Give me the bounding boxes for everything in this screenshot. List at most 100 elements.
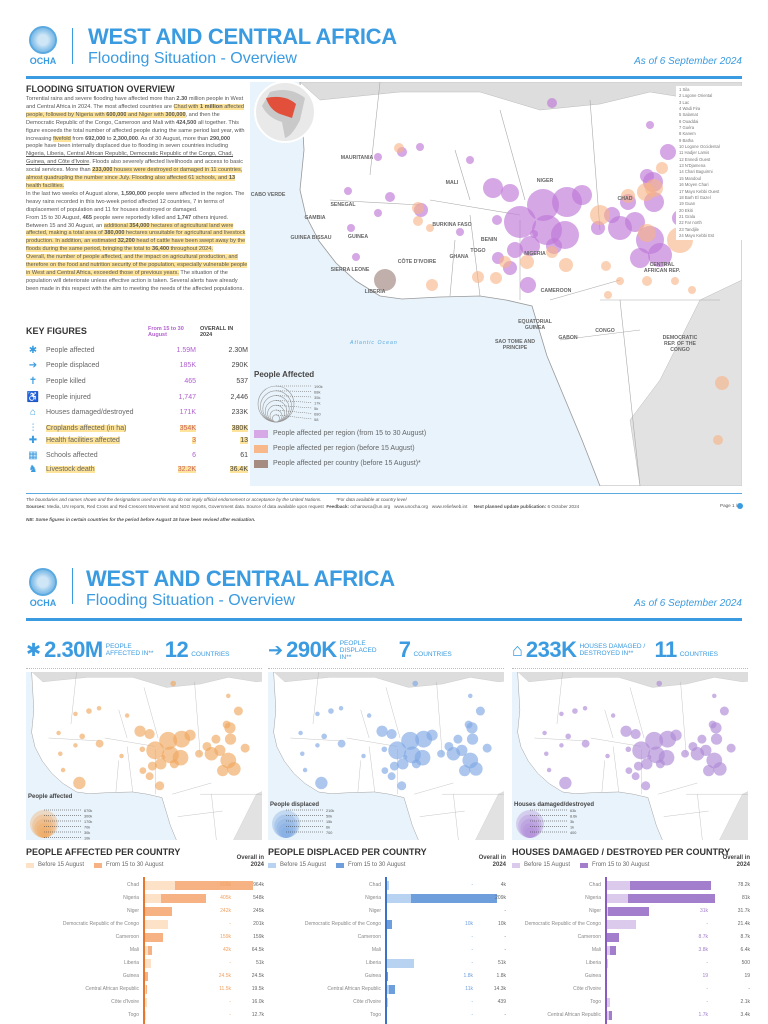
feedback-email[interactable]: ocharowca@un.org <box>350 504 391 509</box>
bar-value-label: - <box>706 921 708 927</box>
data-bubble <box>633 761 643 771</box>
data-bubble <box>655 759 665 769</box>
bar-from <box>610 946 616 955</box>
overview-segment: 36,400 <box>151 246 170 253</box>
overview-paragraph: In the last two weeks of August alone, 1… <box>26 191 248 215</box>
data-bubble <box>139 767 147 774</box>
people-affected-icon: ✱ <box>26 639 42 660</box>
bar-before <box>387 894 412 903</box>
size-legend-circle <box>267 404 285 423</box>
data-bubble <box>466 156 474 164</box>
cropland-icon: ⫶ <box>31 422 35 434</box>
border-line <box>612 746 619 792</box>
category-label: Central African Republic <box>327 986 381 992</box>
data-bubble <box>374 269 396 291</box>
ocean-label: Atlantic Ocean <box>350 340 398 346</box>
legend-swatch <box>336 862 345 868</box>
bar-before <box>145 920 168 929</box>
region-index-item: 18 Barh El Gazel <box>679 194 711 200</box>
outside-area <box>629 279 742 486</box>
border-line <box>499 109 526 201</box>
mini-map[interactable]: People displaced 210k 50k 15k 6k 700 <box>268 672 504 840</box>
school-icon: ▦ <box>28 449 38 461</box>
link-unocha[interactable]: www.unocha.org <box>394 504 429 509</box>
data-bubble <box>184 729 196 741</box>
overall-value-label: 500 <box>741 960 750 966</box>
bar-value-label: 699k <box>220 882 231 888</box>
data-bubble <box>73 711 78 717</box>
overall-value-label: - <box>504 934 506 940</box>
legend-swatch <box>254 444 268 453</box>
category-label: Côte d'Ivoire <box>353 999 381 1005</box>
key-figure-overall-value: 380K <box>231 424 248 432</box>
feedback-label: Feedback: <box>326 504 350 509</box>
bar-from <box>607 933 619 942</box>
data-bubble <box>565 733 571 740</box>
overview-segment: The situation of the population will det… <box>26 269 244 292</box>
bar-before <box>607 894 629 903</box>
region-index-item: 17 Mayo Kebbi Ouest <box>679 188 720 194</box>
stat-label: PEOPLE DISPLACED IN** <box>339 639 377 661</box>
house-damaged-icon: ⌂ <box>512 639 523 660</box>
overview-segment: . Floods also severely affected liveliho… <box>26 159 244 174</box>
people-injured-icon: ♿ <box>26 391 40 403</box>
data-bubble <box>660 144 676 160</box>
overall-value-label: 51k <box>497 960 506 966</box>
size-legend-circle <box>34 818 54 838</box>
data-bubble <box>195 749 203 758</box>
mini-map[interactable]: Houses damaged/destroyed 63k 8.6k 3k 1k 400 <box>512 672 748 840</box>
category-label: Chad <box>127 882 139 888</box>
category-label: Chad <box>369 882 381 888</box>
mini-map[interactable]: People affected 670k 300k 170k 70k 30k 10k <box>26 672 262 840</box>
region-index-item: 20 Ekiti <box>679 207 693 213</box>
overview-segment: 1,747 <box>177 214 192 221</box>
category-label: Togo <box>370 1012 381 1018</box>
border-line <box>453 794 459 840</box>
border-line <box>194 681 201 755</box>
border-line <box>449 239 456 297</box>
size-legend-label: 68k <box>314 390 320 395</box>
key-figure-row: ✱ People affected 1.59M 2.30M <box>26 343 248 357</box>
key-figure-period-value: 465 <box>184 377 196 385</box>
data-bubble <box>302 767 308 773</box>
data-bubble <box>703 764 715 777</box>
size-legend-label: 63k <box>570 809 576 813</box>
data-bubble <box>155 781 165 791</box>
bar-value-label: - <box>471 882 473 888</box>
sources-label: Sources: <box>26 504 46 509</box>
mini-map-legend-title: People displaced <box>270 802 320 808</box>
overview-paragraph: Overall, the number of people affected, … <box>26 254 248 294</box>
key-figure-period-value: 1.59M <box>176 346 196 354</box>
bar-from <box>147 946 153 955</box>
data-bubble <box>469 762 483 776</box>
key-figure-overall-value: 233K <box>231 408 248 416</box>
overview-segment: 354,000 <box>129 222 150 229</box>
data-bubble <box>315 743 320 748</box>
main-map[interactable]: MAURITANIA MALI NIGER CHAD CABO VERDE SENEGAL… <box>250 82 742 486</box>
size-legend-label: 17k <box>314 401 320 406</box>
data-bubble <box>501 184 519 202</box>
mini-map-canvas <box>517 672 748 840</box>
size-legend-label: 3k <box>570 820 574 824</box>
bar-value-label: - <box>471 999 473 1005</box>
bar-before <box>607 907 608 916</box>
border-line <box>143 687 159 739</box>
overall-value-label: 245k <box>253 908 264 914</box>
chart-legend: Before 15 August From 15 to 30 August <box>26 862 169 868</box>
data-bubble <box>374 209 382 217</box>
bar-value-label: - <box>706 986 708 992</box>
country-label: GUINEA <box>347 234 369 240</box>
data-bubble <box>211 734 221 744</box>
border-line <box>604 709 614 739</box>
border-line <box>697 794 703 840</box>
link-reliefweb[interactable]: www.reliefweb.int <box>431 504 468 509</box>
data-bubble <box>710 722 722 734</box>
category-label: Niger <box>369 908 381 914</box>
key-figure-row: ▦ Schools affected 6 61 <box>26 448 248 462</box>
key-figure-row: ✚ Health facilities affected 3 13 <box>26 433 248 447</box>
overview-segment: throughout 2024. <box>169 246 213 253</box>
legend-swatch <box>254 429 268 438</box>
key-figure-label: People affected <box>46 346 95 354</box>
bar-value-label: - <box>471 947 473 953</box>
stat-value: 233K <box>525 637 577 662</box>
